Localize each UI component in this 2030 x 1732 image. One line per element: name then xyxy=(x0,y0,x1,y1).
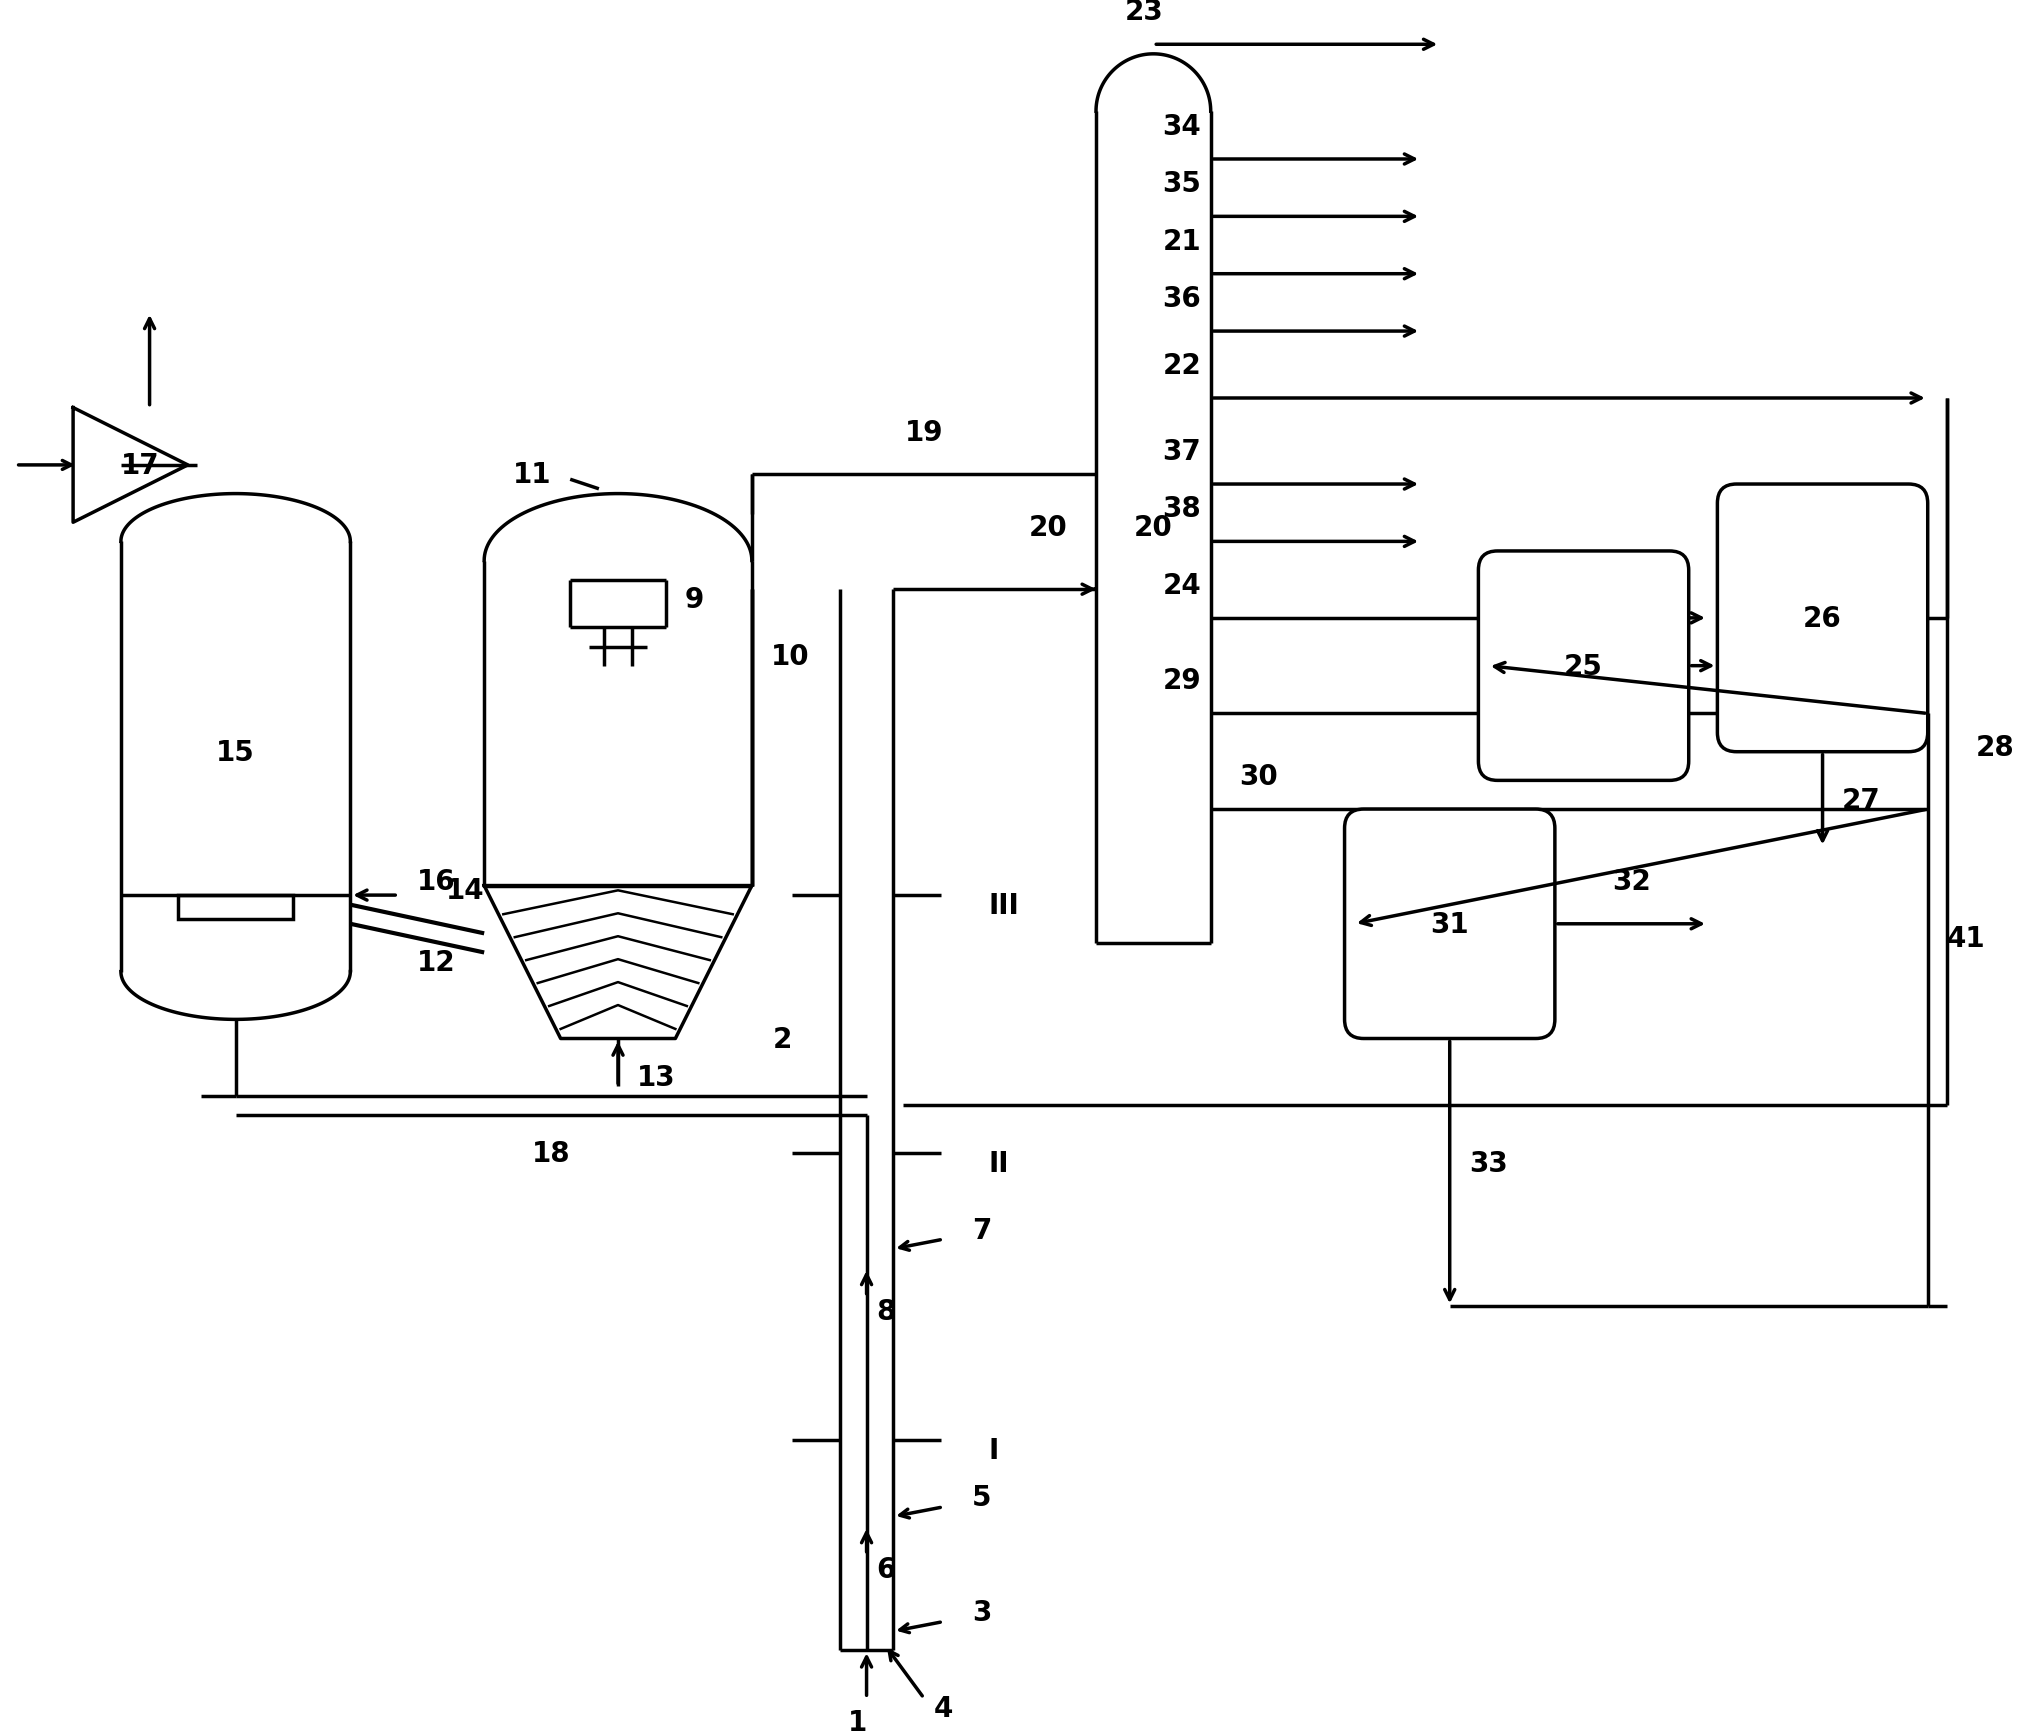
Text: 10: 10 xyxy=(771,643,810,670)
Text: 13: 13 xyxy=(637,1063,676,1091)
Text: III: III xyxy=(989,892,1019,920)
Text: 23: 23 xyxy=(1125,0,1163,26)
FancyBboxPatch shape xyxy=(1717,485,1928,752)
Text: 8: 8 xyxy=(877,1297,895,1325)
Text: I: I xyxy=(989,1436,999,1464)
Text: 2: 2 xyxy=(773,1025,792,1053)
Text: 19: 19 xyxy=(905,419,944,447)
Text: 4: 4 xyxy=(934,1694,952,1722)
Text: 34: 34 xyxy=(1163,113,1202,140)
Text: 15: 15 xyxy=(217,738,256,766)
Text: 17: 17 xyxy=(120,452,158,480)
Text: 30: 30 xyxy=(1240,762,1279,790)
FancyBboxPatch shape xyxy=(1478,551,1689,781)
Text: 20: 20 xyxy=(1135,514,1173,542)
Text: 31: 31 xyxy=(1431,911,1470,939)
Text: 32: 32 xyxy=(1612,868,1650,895)
Text: 21: 21 xyxy=(1163,227,1202,255)
Text: 29: 29 xyxy=(1163,667,1202,695)
Text: 3: 3 xyxy=(972,1599,991,1626)
Text: 7: 7 xyxy=(972,1216,991,1244)
Text: 26: 26 xyxy=(1803,604,1841,632)
Text: 36: 36 xyxy=(1163,284,1202,313)
Text: 25: 25 xyxy=(1565,653,1604,681)
Text: 1: 1 xyxy=(847,1708,867,1732)
Text: 6: 6 xyxy=(877,1555,895,1583)
Text: 20: 20 xyxy=(1029,514,1068,542)
Text: 38: 38 xyxy=(1163,495,1202,523)
FancyBboxPatch shape xyxy=(1344,809,1555,1039)
Text: 11: 11 xyxy=(514,461,550,488)
Text: 37: 37 xyxy=(1163,438,1202,466)
Text: 9: 9 xyxy=(684,585,704,613)
Text: 33: 33 xyxy=(1470,1148,1508,1178)
Text: 18: 18 xyxy=(532,1140,570,1167)
Text: 22: 22 xyxy=(1163,352,1202,379)
Text: 35: 35 xyxy=(1163,170,1202,197)
Text: 28: 28 xyxy=(1975,733,2014,762)
Text: 12: 12 xyxy=(416,949,455,977)
Text: II: II xyxy=(989,1148,1009,1178)
Text: 24: 24 xyxy=(1163,572,1202,599)
Text: 5: 5 xyxy=(972,1484,991,1512)
Text: 14: 14 xyxy=(447,876,485,904)
Text: 27: 27 xyxy=(1841,786,1880,814)
Bar xyxy=(179,895,292,920)
Text: 16: 16 xyxy=(418,868,457,895)
Text: 41: 41 xyxy=(1947,925,1985,953)
